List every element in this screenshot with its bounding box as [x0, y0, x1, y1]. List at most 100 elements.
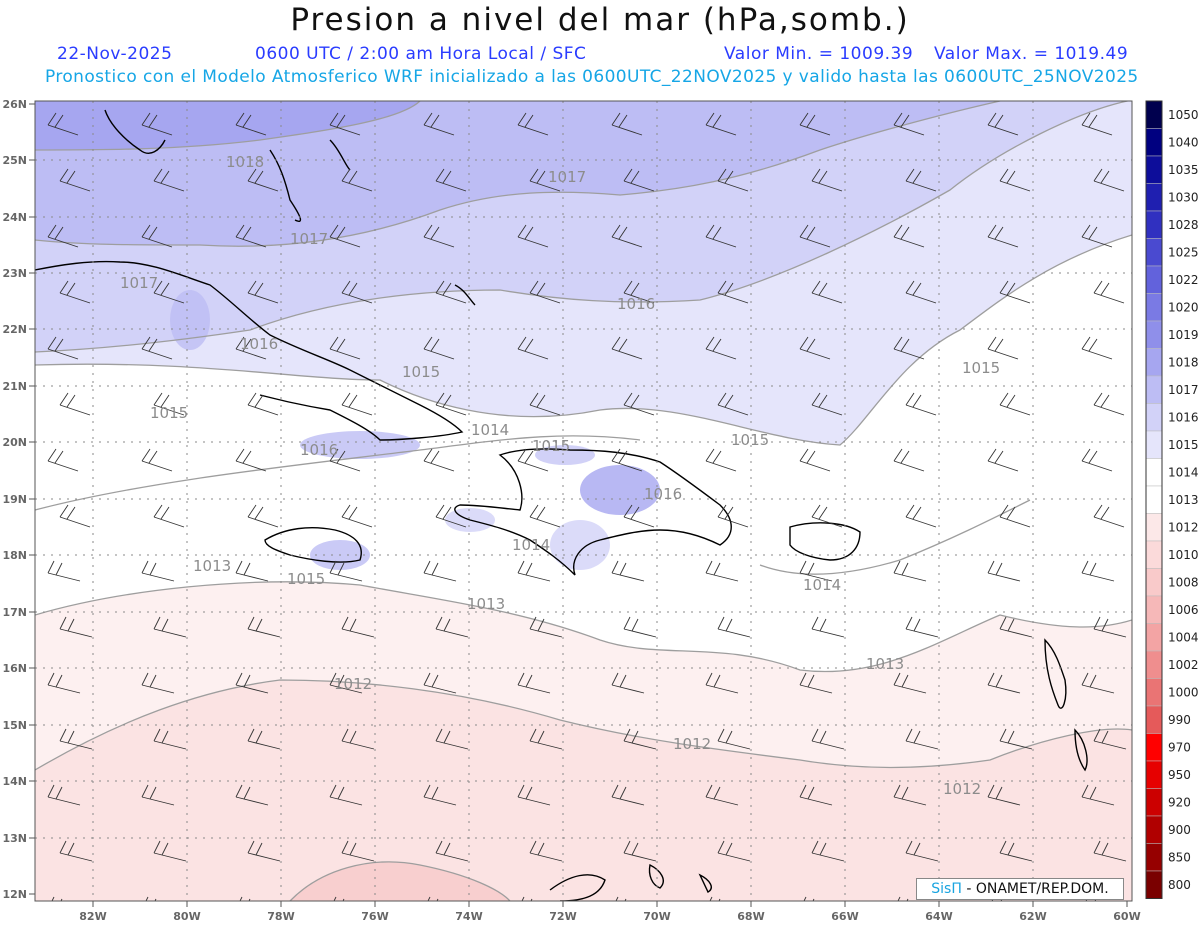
band-1018 [35, 101, 420, 150]
wind-barb [341, 840, 375, 862]
band-1012 [35, 680, 1132, 901]
wind-barb [905, 280, 937, 304]
wind-barb [235, 672, 269, 694]
colorbar-label: 1035 [1168, 163, 1199, 177]
wind-barb [153, 728, 187, 750]
wind-barb [529, 168, 561, 192]
colorbar-swatch [1145, 485, 1163, 514]
wind-barb [423, 672, 457, 694]
jamaica-coast [264, 527, 362, 563]
contour-label: 1016 [240, 335, 278, 353]
lat-label: 18N [2, 549, 27, 562]
wind-barb [141, 224, 173, 248]
wind-barb [999, 168, 1031, 192]
wind-barb [799, 336, 831, 360]
colorbar-label: 850 [1168, 850, 1191, 864]
wind-barb [59, 168, 91, 192]
wind-barb [435, 168, 467, 192]
wind-barb [329, 224, 361, 248]
wind-barb [987, 112, 1019, 136]
wind-barb [153, 168, 185, 192]
lat-label: 16N [2, 662, 27, 675]
colorbar-swatch [1145, 733, 1163, 762]
lat-label: 12N [2, 888, 27, 901]
wind-barb [341, 168, 373, 192]
puerto-rico-coast [789, 522, 861, 561]
wind-barb [423, 560, 457, 582]
contour-label: 1017 [548, 168, 586, 186]
wind-barb [1093, 616, 1127, 638]
lat-label: 23N [2, 267, 27, 280]
wind-barb [153, 616, 187, 638]
lat-label: 19N [2, 493, 27, 506]
lat-label: 26N [2, 98, 27, 111]
axis-ticks [29, 103, 1128, 907]
wind-barb [517, 224, 549, 248]
longitude-labels: 82W 80W 78W 76W 74W 72W 70W 68W 66W 64W … [79, 910, 1140, 923]
wind-barb [611, 672, 645, 694]
colorbar-swatch [1145, 788, 1163, 817]
wind-barb [811, 168, 843, 192]
wind-barb [717, 504, 749, 528]
wind-barb [717, 168, 749, 192]
lon-label: 78W [267, 910, 294, 923]
colorbar-swatch [1145, 265, 1163, 294]
colorbar-label: 1000 [1168, 685, 1199, 699]
wind-barb [341, 504, 373, 528]
wind-barb [999, 840, 1033, 862]
lat-label: 22N [2, 323, 27, 336]
band-1011 [290, 861, 510, 901]
forecast-date: 22-Nov-2025 [57, 44, 173, 64]
wind-barb [811, 728, 845, 750]
wind-barb [517, 112, 549, 136]
wind-barb [623, 280, 655, 304]
florida-coast [104, 109, 166, 154]
colorbar-swatch [1145, 870, 1163, 899]
wind-barb [529, 840, 563, 862]
credit-org: - ONAMET/REP.DOM. [961, 881, 1109, 897]
colorbar-swatch [1145, 128, 1163, 157]
colorbar-swatch [1145, 540, 1163, 569]
gridlines [35, 101, 1132, 901]
wind-barb [987, 224, 1019, 248]
wind-barb [529, 392, 561, 416]
lon-label: 74W [455, 910, 482, 923]
wind-barb [141, 336, 173, 360]
wind-barb [897, 896, 909, 901]
wind-barb [893, 784, 927, 806]
contour-label: 1016 [300, 441, 338, 459]
wind-barb [1081, 112, 1113, 136]
colorbar-label: 1040 [1168, 135, 1199, 149]
wind-barb [341, 616, 375, 638]
latitude-labels: 26N 25N 24N 23N 22N 21N 20N 19N 18N 17N … [2, 98, 27, 901]
wind-barb [59, 840, 93, 862]
contour-label-group: 1018 1017 1017 1017 1016 1016 1016 1015 … [120, 153, 1000, 798]
colorbar-swatch [1145, 100, 1163, 129]
wind-barb [1093, 728, 1127, 750]
wind-barb [987, 784, 1021, 806]
lon-label: 80W [173, 910, 200, 923]
wind-barb [329, 672, 363, 694]
colorbar-label: 800 [1168, 878, 1191, 892]
wind-barb [623, 840, 657, 862]
colorbar-label: 1016 [1168, 410, 1199, 424]
wind-barb [47, 224, 79, 248]
wind-barb [803, 896, 815, 901]
wind-barb [329, 448, 361, 472]
wind-barb [141, 784, 175, 806]
wind-barb [59, 504, 91, 528]
colorbar: 1050 1040 1035 1030 1028 1025 1022 1020 1019 1018… [1145, 100, 1199, 899]
lat-label: 24N [2, 211, 27, 224]
wind-barb [717, 728, 751, 750]
lon-label: 68W [737, 910, 764, 923]
wind-barb [611, 224, 643, 248]
wind-barb [153, 840, 187, 862]
wind-barb [905, 168, 937, 192]
wind-barb [623, 504, 655, 528]
colorbar-swatch [1145, 650, 1163, 679]
wind-barb [999, 392, 1031, 416]
pressure-shading [35, 101, 1132, 901]
wind-barb [423, 224, 455, 248]
wind-barb [329, 336, 361, 360]
